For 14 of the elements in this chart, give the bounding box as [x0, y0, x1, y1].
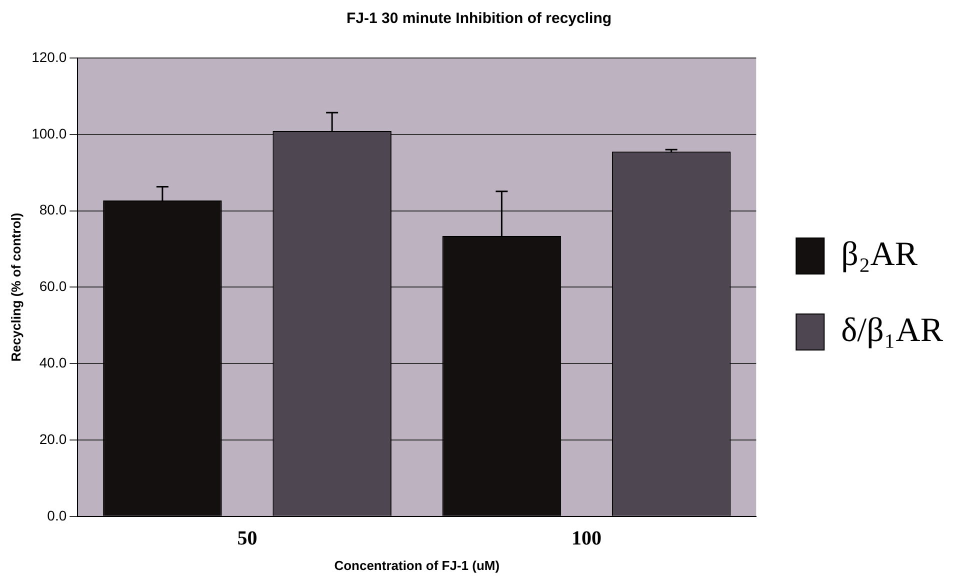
chart-title: FJ-1 30 minute Inhibition of recycling: [346, 10, 612, 28]
legend-label: δ/β₁AR: [841, 312, 944, 349]
y-tick-label: 60.0: [39, 278, 67, 294]
y-axis-title: Recycling (% of control): [8, 212, 24, 362]
y-tick-label: 0.0: [47, 507, 67, 524]
y-tick-label: 40.0: [39, 354, 67, 370]
y-tick-label: 120.0: [32, 48, 67, 65]
y-tick-label: 100.0: [32, 125, 67, 142]
legend-label: β₂AR: [841, 236, 918, 273]
x-tick-label: 50: [237, 528, 258, 550]
x-tick-label: 100: [572, 528, 602, 550]
y-tick-label: 20.0: [39, 430, 67, 447]
x-axis-title: Concentration of FJ-1 (uM): [334, 558, 500, 573]
y-tick-label: 80.0: [39, 202, 67, 218]
